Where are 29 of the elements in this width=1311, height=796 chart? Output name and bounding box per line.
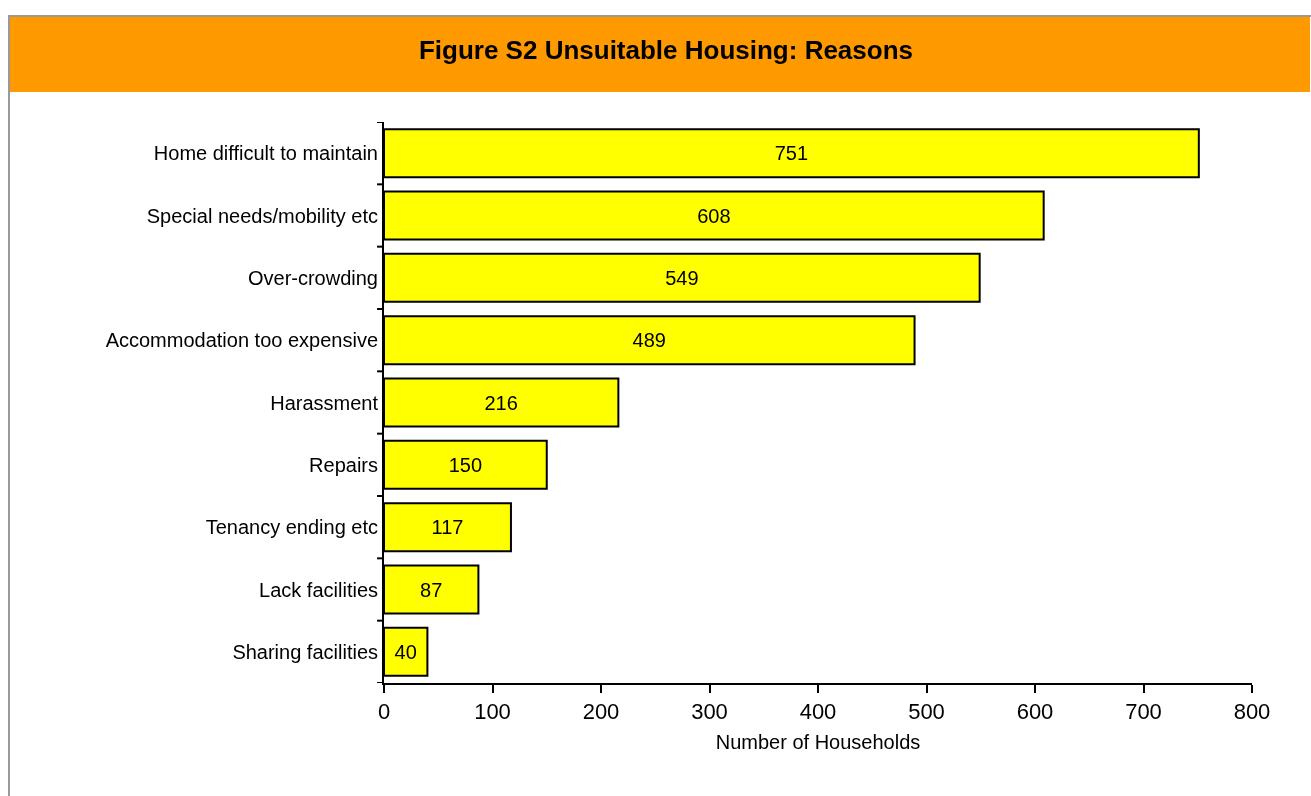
- data-label: 87: [420, 578, 443, 601]
- x-tick-label: 500: [908, 699, 945, 725]
- y-tick-label: Repairs: [309, 453, 378, 476]
- x-tick-label: 0: [377, 699, 391, 725]
- y-tick-label: Harassment: [270, 391, 379, 414]
- x-tick-label: 700: [1125, 699, 1162, 725]
- data-label: 117: [431, 516, 464, 539]
- chart-title: Figure S2 Unsuitable Housing: Reasons: [418, 35, 914, 66]
- data-label: 216: [484, 391, 518, 414]
- y-tick-label: Home difficult to maintain: [153, 142, 378, 165]
- data-label: 150: [448, 453, 483, 476]
- y-tick-label: Over-crowding: [247, 266, 378, 289]
- x-tick-label: 800: [1233, 699, 1271, 725]
- y-tick-label: Accommodation too expensive: [105, 329, 378, 352]
- data-label: 608: [697, 204, 731, 227]
- x-tick-label: 300: [691, 699, 728, 725]
- y-tick-label: Sharing facilities: [232, 640, 378, 663]
- x-tick-label: 200: [582, 699, 620, 725]
- y-tick-label: Lack facilities: [259, 578, 378, 601]
- x-axis-title: Number of Households: [715, 731, 921, 754]
- x-tick-label: 600: [1016, 699, 1054, 725]
- data-label: 489: [632, 329, 666, 352]
- x-tick-label: 400: [799, 699, 837, 725]
- data-label: 751: [774, 142, 809, 165]
- y-tick-label: Special needs/mobility etc: [146, 204, 378, 227]
- y-tick-label: Tenancy ending etc: [205, 516, 378, 539]
- data-label: 40: [394, 640, 417, 663]
- x-tick-label: 100: [474, 699, 511, 725]
- data-label: 549: [665, 266, 699, 289]
